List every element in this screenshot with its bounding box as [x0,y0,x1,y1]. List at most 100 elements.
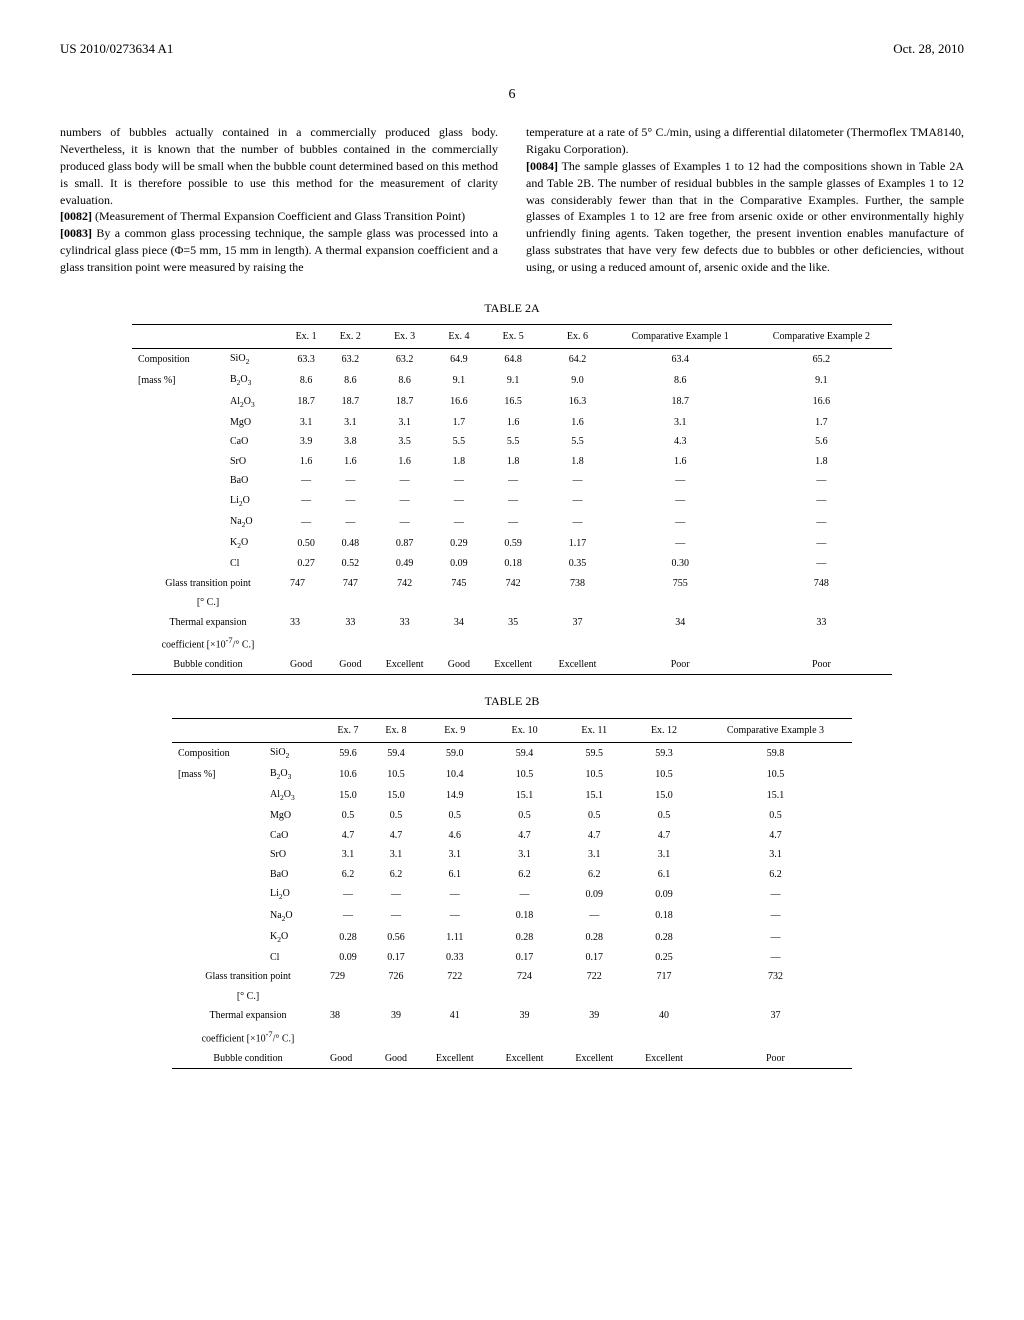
table-cell: 63.4 [610,349,751,371]
table-cell: 1.7 [437,413,481,433]
table-cell: 15.1 [699,785,852,806]
table-cell: SrO [264,845,324,865]
table-cell: CaO [224,432,284,452]
table-cell: 16.6 [437,392,481,413]
table-cell: 0.17 [490,948,560,968]
table-cell: — [372,906,420,927]
paragraph: [0082] (Measurement of Thermal Expansion… [60,208,498,225]
table-cell: 0.56 [372,927,420,948]
table-cell: Composition [172,743,264,765]
table-cell: — [699,927,852,948]
table-cell: 1.6 [284,452,328,472]
table-cell: 0.28 [490,927,560,948]
table-cell: — [420,884,490,905]
para-text: (Measurement of Thermal Expansion Coeffi… [92,209,465,223]
table-row: Al2O315.015.014.915.115.115.015.1 [172,785,852,806]
table-cell: — [610,491,751,512]
table-cell: — [284,491,328,512]
table-cell: 37 [545,613,609,633]
table-cell: — [610,471,751,491]
para-text: By a common glass processing technique, … [60,226,498,274]
table-row: BaO6.26.26.16.26.26.16.2 [172,865,852,885]
table-cell: 64.9 [437,349,481,371]
left-column: numbers of bubbles actually contained in… [60,124,498,275]
table-cell: 4.7 [559,826,629,846]
table-cell: 9.1 [481,370,545,391]
table-cell: 8.6 [372,370,436,391]
table-2a: Ex. 1 Ex. 2 Ex. 3 Ex. 4 Ex. 5 Ex. 6 Comp… [132,324,892,676]
table-row: Li2O————0.090.09— [172,884,852,905]
row-label: Glass transition point [172,967,324,987]
table-cell [132,554,224,574]
table-cell: 16.6 [751,392,892,413]
table-cell: 1.6 [545,413,609,433]
table-cell: [mass %] [172,764,264,785]
table-cell: 14.9 [420,785,490,806]
table-cell: 9.1 [437,370,481,391]
table-cell: 4.3 [610,432,751,452]
table-cell: 8.6 [610,370,751,391]
table-cell: Good [372,1049,420,1069]
table-cell: 0.25 [629,948,699,968]
table-cell: 6.2 [490,865,560,885]
table-cell: 0.35 [545,554,609,574]
table-cell: 1.11 [420,927,490,948]
table-cell: 63.2 [328,349,372,371]
table-cell: — [751,533,892,554]
table-cell: 3.1 [699,845,852,865]
table-cell: — [545,512,609,533]
table-cell: 38 [324,1006,372,1026]
table-row: Na2O———————— [132,512,892,533]
table-header-row: Ex. 7 Ex. 8 Ex. 9 Ex. 10 Ex. 11 Ex. 12 C… [172,721,852,741]
table-cell: 4.7 [372,826,420,846]
table-cell: 0.18 [490,906,560,927]
table-cell: — [545,491,609,512]
table-cell: 39 [559,1006,629,1026]
table-cell: — [372,471,436,491]
table-cell: 6.2 [372,865,420,885]
table-cell: 6.2 [699,865,852,885]
table-cell: 3.1 [328,413,372,433]
col-header: Ex. 2 [328,327,372,347]
col-header: Ex. 8 [372,721,420,741]
table-cell: 6.2 [559,865,629,885]
table-cell: 722 [559,967,629,987]
table-cell: Cl [264,948,324,968]
table-cell: — [481,512,545,533]
table-cell: Excellent [490,1049,560,1069]
table-cell: 15.0 [324,785,372,806]
table-row: Cl0.090.170.330.170.170.25— [172,948,852,968]
table-cell: 1.6 [481,413,545,433]
table-cell [132,392,224,413]
table-cell: Na2O [264,906,324,927]
table-cell: 6.1 [420,865,490,885]
table-cell: 41 [420,1006,490,1026]
table-cell [172,948,264,968]
table-row: CompositionSiO259.659.459.059.459.559.35… [172,743,852,765]
table-cell: 15.0 [629,785,699,806]
table-cell: 0.5 [324,806,372,826]
table-cell: 0.09 [324,948,372,968]
table-cell: — [437,491,481,512]
table-cell: 1.6 [372,452,436,472]
table-cell: — [284,512,328,533]
table-cell: SiO2 [224,349,284,371]
table-cell: 6.1 [629,865,699,885]
table-cell: 745 [437,574,481,594]
paragraph: temperature at a rate of 5° C./min, usin… [526,124,964,158]
table-cell: 0.48 [328,533,372,554]
table-cell: 5.5 [545,432,609,452]
table-cell: 0.28 [324,927,372,948]
table-cell: 724 [490,967,560,987]
table-cell: — [324,884,372,905]
table-row: MgO0.50.50.50.50.50.50.5 [172,806,852,826]
row-unit: coefficient [×10-7/° C.] [172,1026,324,1049]
table-2b: Ex. 7 Ex. 8 Ex. 9 Ex. 10 Ex. 11 Ex. 12 C… [172,718,852,1070]
table-cell: 3.1 [284,413,328,433]
table-cell: 37 [699,1006,852,1026]
table-cell: 59.5 [559,743,629,765]
table-row: K2O0.500.480.870.290.591.17—— [132,533,892,554]
table-row: SrO3.13.13.13.13.13.13.1 [172,845,852,865]
table-cell [132,491,224,512]
table-cell: 0.5 [372,806,420,826]
